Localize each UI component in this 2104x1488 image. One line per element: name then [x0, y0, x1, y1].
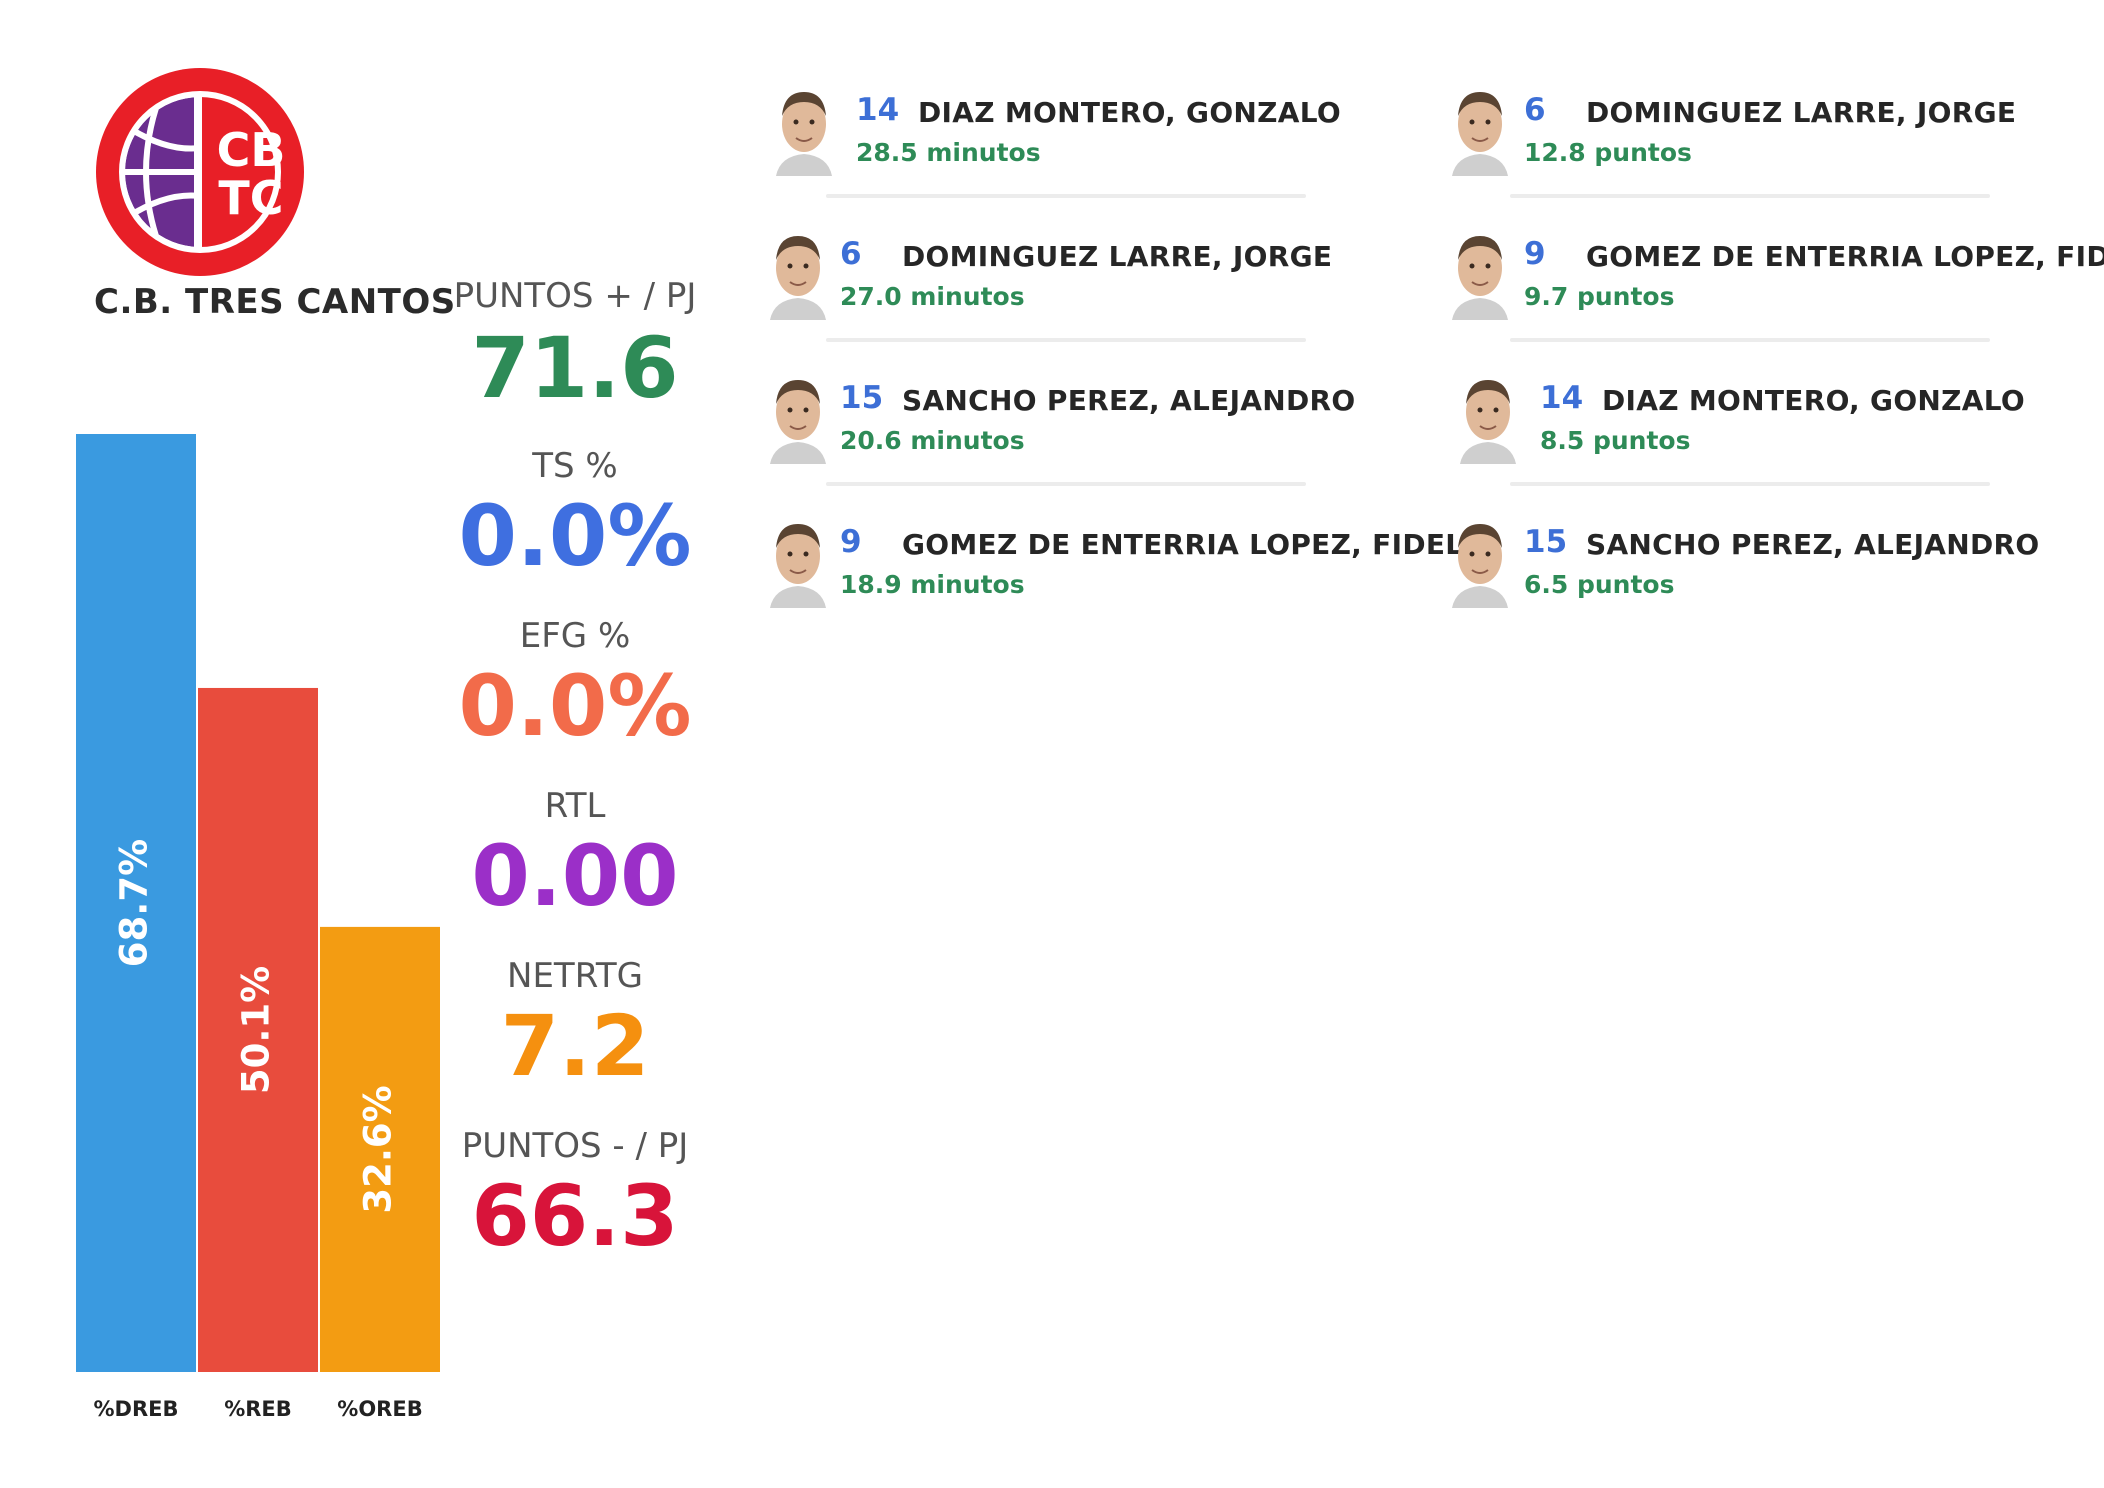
player-number: 14 [856, 92, 900, 128]
player-stat: 27.0 minutos [840, 282, 1025, 311]
player-stat: 8.5 puntos [1540, 426, 1691, 455]
metric-value-rtl: 0.00 [471, 827, 679, 925]
player-name: DOMINGUEZ LARRE, JORGE [1586, 96, 2017, 129]
bar-reb [198, 687, 318, 1372]
bar-value-label: 50.1% [235, 966, 278, 1094]
player-stat: 12.8 puntos [1524, 138, 1692, 167]
player-name: GOMEZ DE ENTERRIA LOPEZ, FIDEL [1586, 240, 2104, 273]
player-number: 6 [1524, 92, 1546, 128]
divider [826, 482, 1306, 486]
player-card[interactable]: 15 SANCHO PEREZ, ALEJANDRO 6.5 puntos [1448, 510, 2068, 630]
player-photo-icon [1451, 91, 1509, 176]
player-card[interactable]: 6 DOMINGUEZ LARRE, JORGE 12.8 puntos [1448, 78, 2068, 198]
divider [826, 194, 1306, 198]
logo-text-bottom: TC [218, 171, 283, 225]
metric-value-puntos-favor: 71.6 [471, 319, 679, 417]
metric-label-efg: EFG % [519, 616, 631, 656]
player-stat: 9.7 puntos [1524, 282, 1675, 311]
category-label: %OREB [337, 1397, 422, 1421]
player-stat: 20.6 minutos [840, 426, 1025, 455]
player-name: GOMEZ DE ENTERRIA LOPEZ, FIDEL [902, 528, 1464, 561]
player-photo-icon [775, 91, 833, 176]
player-name: DOMINGUEZ LARRE, JORGE [902, 240, 1333, 273]
bar-dreb [76, 434, 196, 1372]
category-label: %REB [224, 1397, 292, 1421]
player-name: SANCHO PEREZ, ALEJANDRO [1586, 528, 2040, 561]
player-stat: 28.5 minutos [856, 138, 1041, 167]
player-name: DIAZ MONTERO, GONZALO [1602, 384, 2025, 417]
bar-value-label: 68.7% [113, 839, 156, 967]
player-number: 14 [1540, 380, 1584, 416]
player-card[interactable]: 9 GOMEZ DE ENTERRIA LOPEZ, FIDEL 9.7 pun… [1448, 222, 2104, 342]
player-number: 9 [840, 524, 862, 560]
player-number: 9 [1524, 236, 1546, 272]
player-card[interactable]: 6 DOMINGUEZ LARRE, JORGE 27.0 minutos [766, 222, 1386, 342]
divider [1510, 194, 1990, 198]
player-card[interactable]: 9 GOMEZ DE ENTERRIA LOPEZ, FIDEL 18.9 mi… [766, 510, 1463, 630]
bar-oreb [320, 926, 440, 1372]
metric-value-netrtg: 7.2 [500, 997, 650, 1095]
player-photo-icon [1451, 523, 1509, 608]
divider [1510, 338, 1990, 342]
logo-text-top: CB [217, 123, 286, 177]
player-stat: 18.9 minutos [840, 570, 1025, 599]
metric-value-puntos-contra: 66.3 [471, 1167, 679, 1265]
bar-value-label: 32.6% [357, 1085, 400, 1213]
metric-value-efg: 0.0% [458, 657, 692, 755]
player-stat: 6.5 puntos [1524, 570, 1675, 599]
player-name: SANCHO PEREZ, ALEJANDRO [902, 384, 1356, 417]
rebound-bar-chart: 68.7% %DREB 50.1% %REB 32.6% %OREB [76, 434, 440, 1421]
team-logo: CB TC [96, 68, 304, 276]
metric-label-netrtg: NETRTG [507, 956, 643, 996]
metric-label-ts: TS % [532, 446, 618, 486]
player-card[interactable]: 14 DIAZ MONTERO, GONZALO 28.5 minutos [772, 78, 1392, 198]
player-number: 15 [840, 380, 884, 416]
player-number: 15 [1524, 524, 1568, 560]
metric-label-rtl: RTL [544, 786, 606, 826]
team-name: C.B. TRES CANTOS [94, 282, 456, 322]
divider [826, 338, 1306, 342]
player-number: 6 [840, 236, 862, 272]
metric-label-puntos-contra: PUNTOS - / PJ [461, 1126, 689, 1166]
player-photo-icon [1451, 235, 1509, 320]
player-photo-icon [769, 235, 827, 320]
player-name: DIAZ MONTERO, GONZALO [918, 96, 1341, 129]
player-card[interactable]: 14 DIAZ MONTERO, GONZALO 8.5 puntos [1456, 366, 2076, 486]
player-photo-icon [1459, 379, 1517, 464]
divider [1510, 482, 1990, 486]
player-card[interactable]: 15 SANCHO PEREZ, ALEJANDRO 20.6 minutos [766, 366, 1386, 486]
metric-label-puntos-favor: PUNTOS + / PJ [453, 276, 697, 316]
player-photo-icon [769, 523, 827, 608]
metric-value-ts: 0.0% [458, 487, 692, 585]
category-label: %DREB [94, 1397, 179, 1421]
player-photo-icon [769, 379, 827, 464]
